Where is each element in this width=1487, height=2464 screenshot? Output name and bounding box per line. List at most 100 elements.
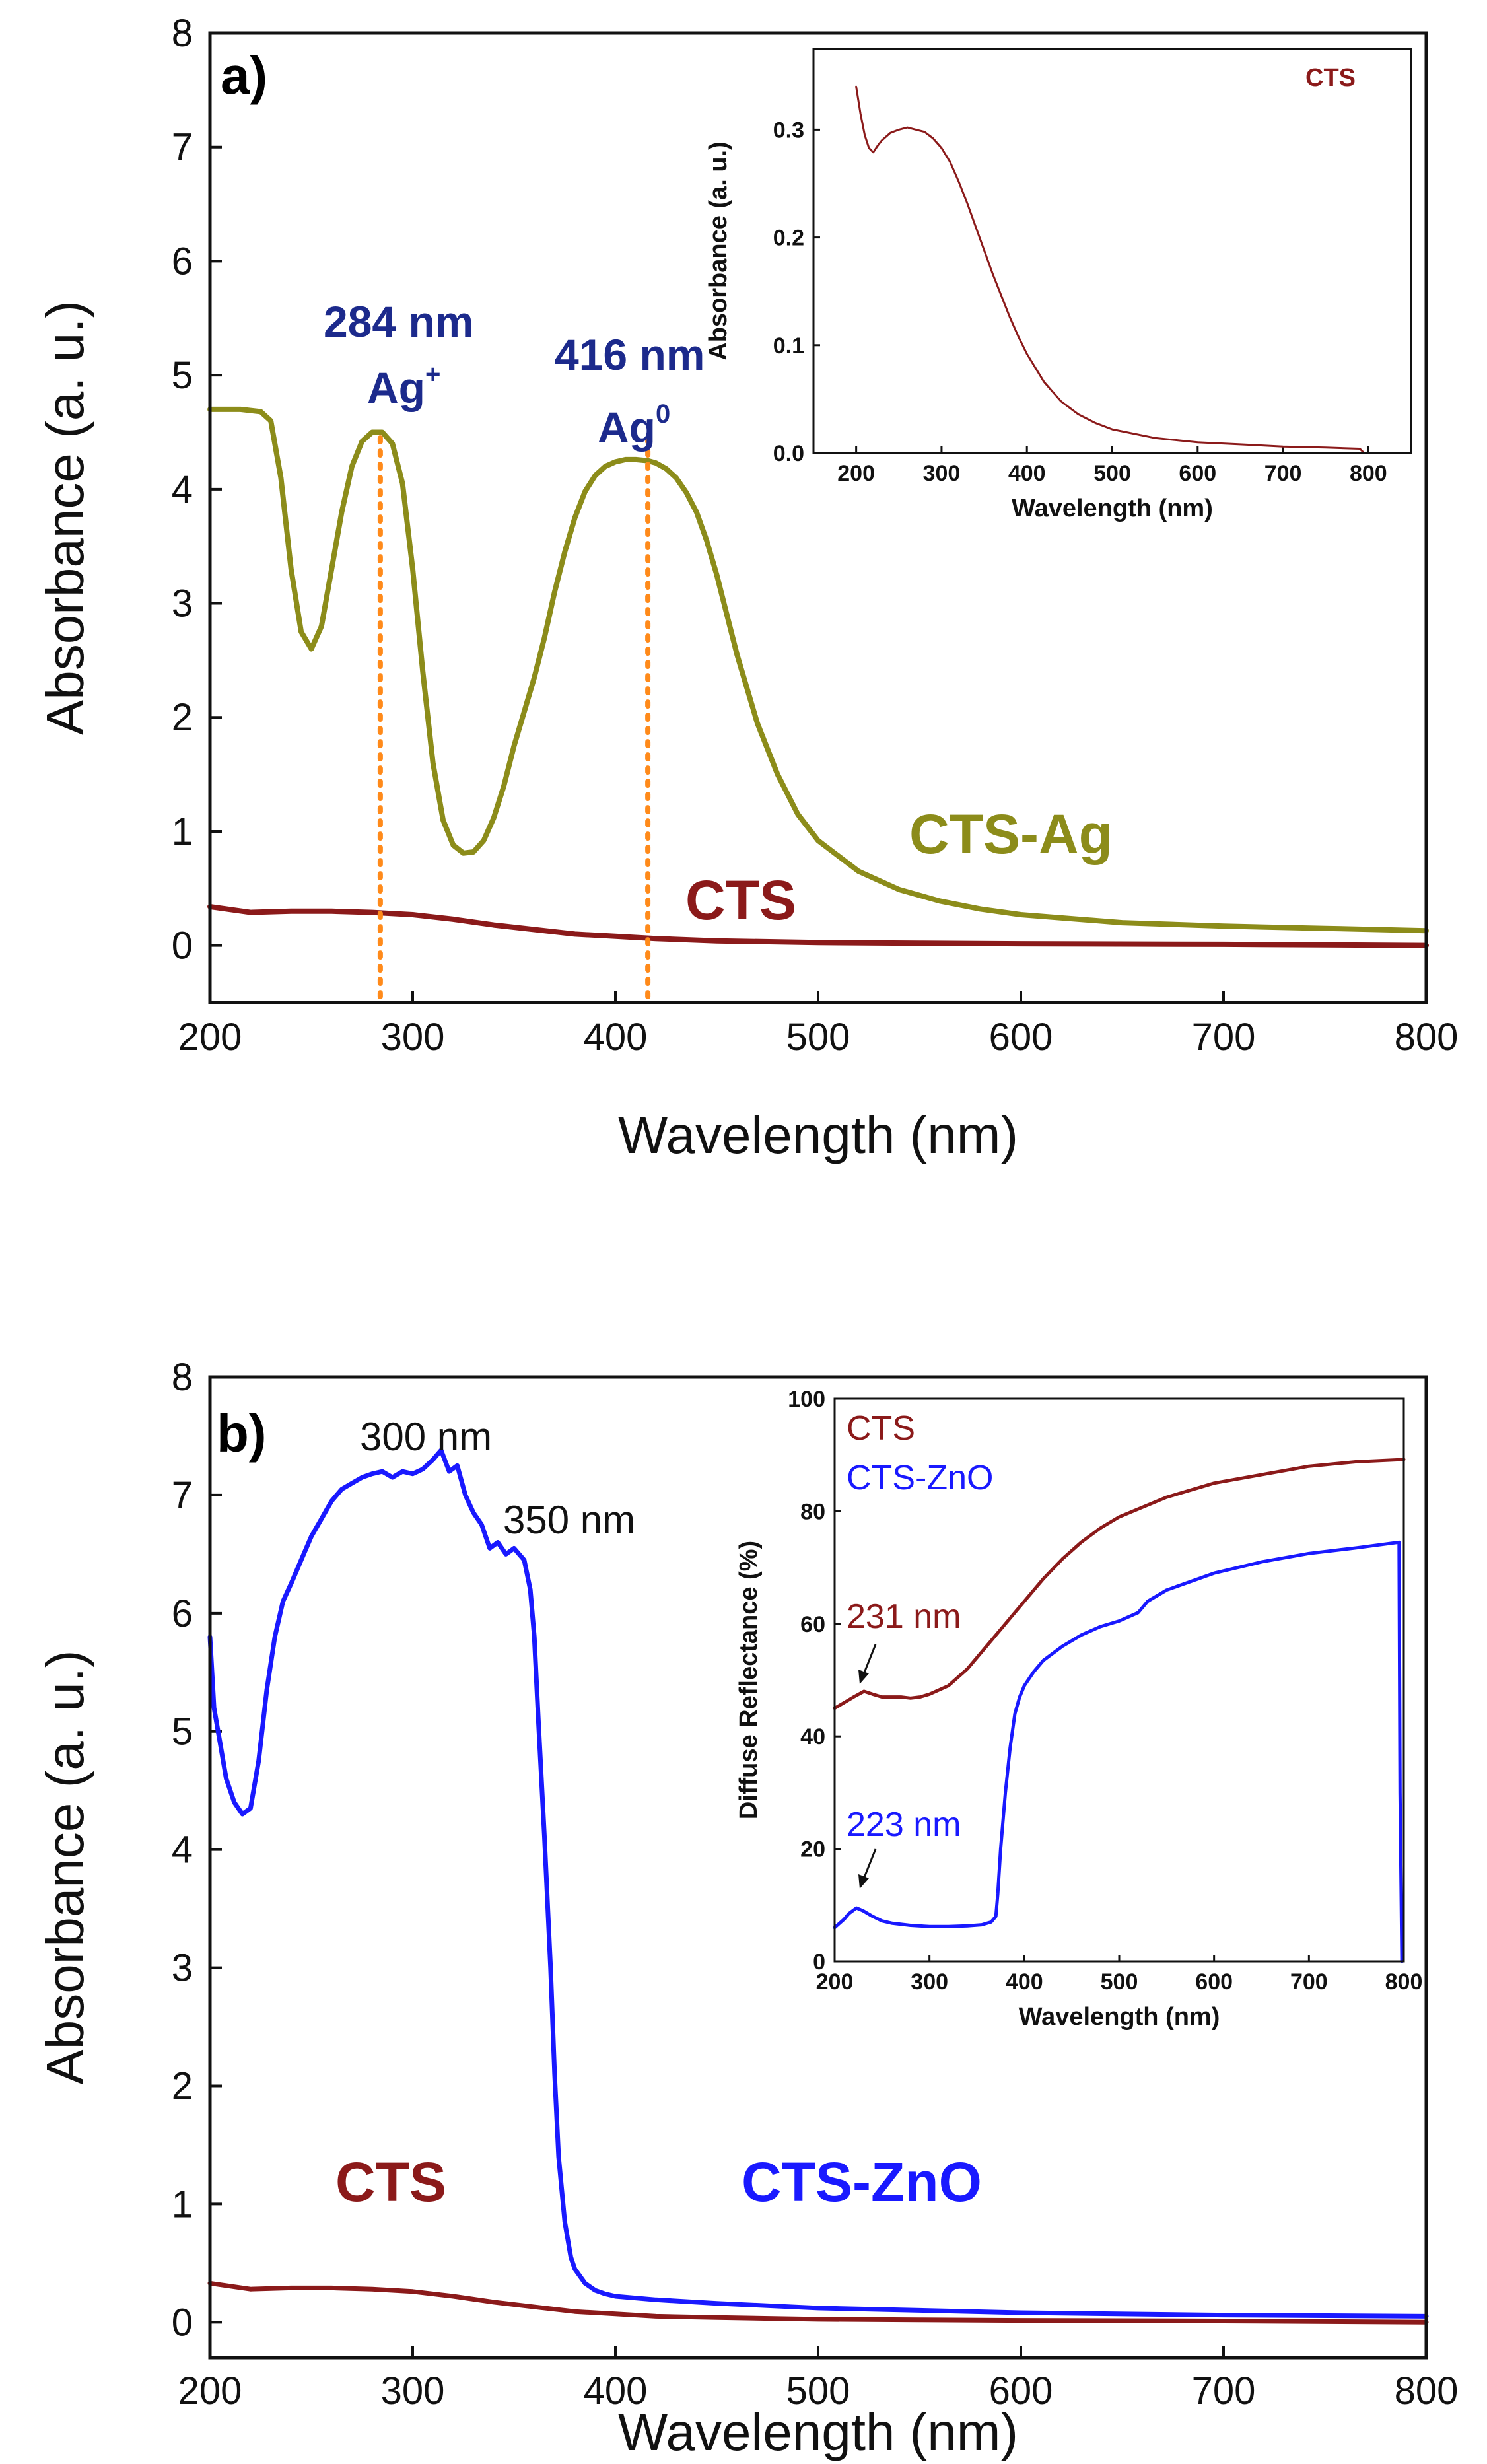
panel-b-x-axis-title: Wavelength (nm) (618, 2403, 1018, 2461)
panel-b-label: b) (217, 1404, 267, 1463)
inset-a-ytick-label: 0.1 (773, 334, 804, 359)
inset-a-y-axis-title: Absorbance (a. u.) (705, 141, 732, 361)
panel-a-xtick-label: 300 (381, 1016, 445, 1059)
inset-a-xtick-label: 500 (1093, 461, 1131, 486)
panel-b-xtick-label: 300 (381, 2370, 445, 2412)
panel-b-axes: 200 300 400 500 600 700 800012345678Wavelength… (36, 1356, 1458, 2461)
panel-a-ytick-label: 2 (172, 696, 193, 739)
inset-b-xtick-label: 800 (1385, 1969, 1423, 1994)
inset-a-ytick-label: 0.2 (773, 226, 804, 251)
panel-b-ytick-label: 5 (172, 1710, 193, 1753)
inset-a-legend-cts: CTS (1305, 64, 1356, 92)
inset-b-series-cts (833, 1458, 1406, 1710)
panel-b-y-axis-title: Absorbance (a. u.) (36, 1650, 94, 2084)
panel-b-xtick-label: 500 (786, 2370, 850, 2412)
inset-a-xtick-label: 800 (1350, 461, 1387, 486)
ag-zero-label: Ag0 (598, 400, 670, 452)
panel-a-inset: 200 300 400 500 600 700 800 0.0 0.1 0.2 0.3 Wavelen… (705, 48, 1412, 522)
inset-b-legend-cts: CTS (847, 1409, 915, 1448)
peak-300-label: 300 nm (360, 1415, 492, 1459)
panel-b-series-cts-zno (207, 1448, 1429, 2319)
panel-a-xtick-label: 400 (584, 1016, 648, 1059)
panel-a-frame (208, 31, 1428, 1004)
inset-b-peak-231-label: 231 nm (847, 1598, 961, 1636)
panel-a-ytick-label: 5 (172, 354, 193, 397)
panel-a-series-cts (207, 903, 1429, 948)
inset-b-y-axis-title: Diffuse Reflectance (%) (735, 1541, 763, 1819)
panel-b-series-cts (207, 2280, 1429, 2325)
inset-a-ytick-label: 0.0 (773, 441, 804, 466)
inset-b-xtick-label: 700 (1290, 1969, 1328, 1994)
panel-b-ytick-label: 7 (172, 1474, 193, 1517)
inset-b-series-cts-zno (833, 1540, 1404, 1963)
inset-b-plot-area (833, 1458, 1406, 1963)
panel-b-inset: 200 300 400 500 600 700 800 0 20 40 60 80 100 Wavelen… (735, 1387, 1422, 2031)
peak-284-label: 284 nm (324, 297, 473, 346)
inset-a-xtick-label: 300 (923, 461, 961, 486)
inset-a-plot-area (855, 85, 1366, 454)
peak-416-label: 416 nm (555, 330, 705, 379)
panel-b-ytick-label: 2 (172, 2064, 193, 2107)
panel-a-xtick-label: 600 (989, 1016, 1053, 1059)
ag-plus-ion: Ag (367, 363, 425, 412)
inset-b-ytick-label: 80 (800, 1499, 825, 1524)
panel-a-xtick-label: 800 (1395, 1016, 1459, 1059)
panel-a-ytick-label: 7 (172, 126, 193, 169)
inset-a-xtick-label: 700 (1264, 461, 1302, 486)
series-label-cts-a: CTS (685, 869, 796, 931)
ag-plus-label: Ag+ (367, 360, 440, 412)
inset-b-axes: 200 300 400 500 600 700 800 0 20 40 60 80 100 Wavelen… (735, 1387, 1422, 2031)
panel-a-x-axis-title: Wavelength (nm) (618, 1106, 1018, 1164)
inset-b-xtick-label: 400 (1006, 1969, 1043, 1994)
inset-b-peak-223-label: 223 nm (847, 1806, 961, 1844)
panel-a-ytick-label: 1 (172, 810, 193, 853)
panel-a-xtick-label: 200 (178, 1016, 242, 1059)
inset-b-arrow-223 (862, 1848, 877, 1880)
panel-b-xtick-label: 200 (178, 2370, 242, 2412)
inset-b-xtick-label: 200 (816, 1969, 854, 1994)
panel-b-ytick-label: 0 (172, 2301, 193, 2344)
panel-a-y-axis-title: Absorbance (a. u.) (36, 300, 94, 735)
inset-b-arrow-231 (862, 1644, 877, 1675)
panel-b-ytick-label: 6 (172, 1592, 193, 1635)
inset-b-xtick-label: 500 (1101, 1969, 1138, 1994)
ag-zero-superscript: 0 (656, 400, 670, 429)
panel-b-ytick-label: 8 (172, 1356, 193, 1399)
inset-b-arrow-223-head (858, 1874, 869, 1889)
inset-b-ytick-label: 40 (800, 1724, 825, 1749)
ag-plus-superscript: + (425, 360, 440, 389)
panel-a-ytick-label: 0 (172, 925, 193, 968)
inset-b-ytick-label: 20 (800, 1837, 825, 1862)
panel-a-ytick-label: 6 (172, 240, 193, 283)
inset-a-axes: 200 300 400 500 600 700 800 0.0 0.1 0.2 0.3 Wavelen… (705, 118, 1387, 522)
inset-a-xtick-label: 600 (1179, 461, 1216, 486)
inset-a-x-axis-title: Wavelength (nm) (1012, 495, 1213, 522)
inset-b-arrow-231-head (858, 1670, 869, 1684)
panel-b-ytick-label: 3 (172, 1947, 193, 1990)
inset-a-xtick-label: 200 (837, 461, 875, 486)
panel-a-plot-area (207, 406, 1429, 1001)
inset-b-ytick-label: 100 (788, 1387, 825, 1412)
panel-b-frame (208, 1375, 1428, 2360)
inset-a-ytick-label: 0.3 (773, 118, 804, 143)
panel-a-label: a) (221, 46, 267, 105)
series-label-cts-ag: CTS-Ag (909, 803, 1113, 865)
inset-b-xtick-label: 300 (911, 1969, 948, 1994)
inset-a-xtick-label: 400 (1008, 461, 1046, 486)
panel-a-xtick-label: 500 (786, 1016, 850, 1059)
inset-a-series-cts (855, 85, 1366, 454)
inset-b-ytick-label: 60 (800, 1612, 825, 1637)
inset-b-xtick-label: 600 (1195, 1969, 1233, 1994)
panel-a-series-cts-ag (207, 406, 1429, 934)
panel-b-xtick-label: 600 (989, 2370, 1053, 2412)
panel-b-xtick-label: 800 (1395, 2370, 1459, 2412)
inset-b-frame (833, 1397, 1405, 1963)
panel-b-xtick-label: 700 (1192, 2370, 1256, 2412)
series-label-cts-zno: CTS-ZnO (742, 2151, 982, 2213)
panel-b-ytick-label: 4 (172, 1829, 193, 1872)
ag-zero-ion: Ag (598, 403, 656, 452)
inset-b-x-axis-title: Wavelength (nm) (1019, 2003, 1220, 2031)
panel-a-ytick-label: 8 (172, 12, 193, 55)
panel-a-ytick-label: 3 (172, 582, 193, 625)
